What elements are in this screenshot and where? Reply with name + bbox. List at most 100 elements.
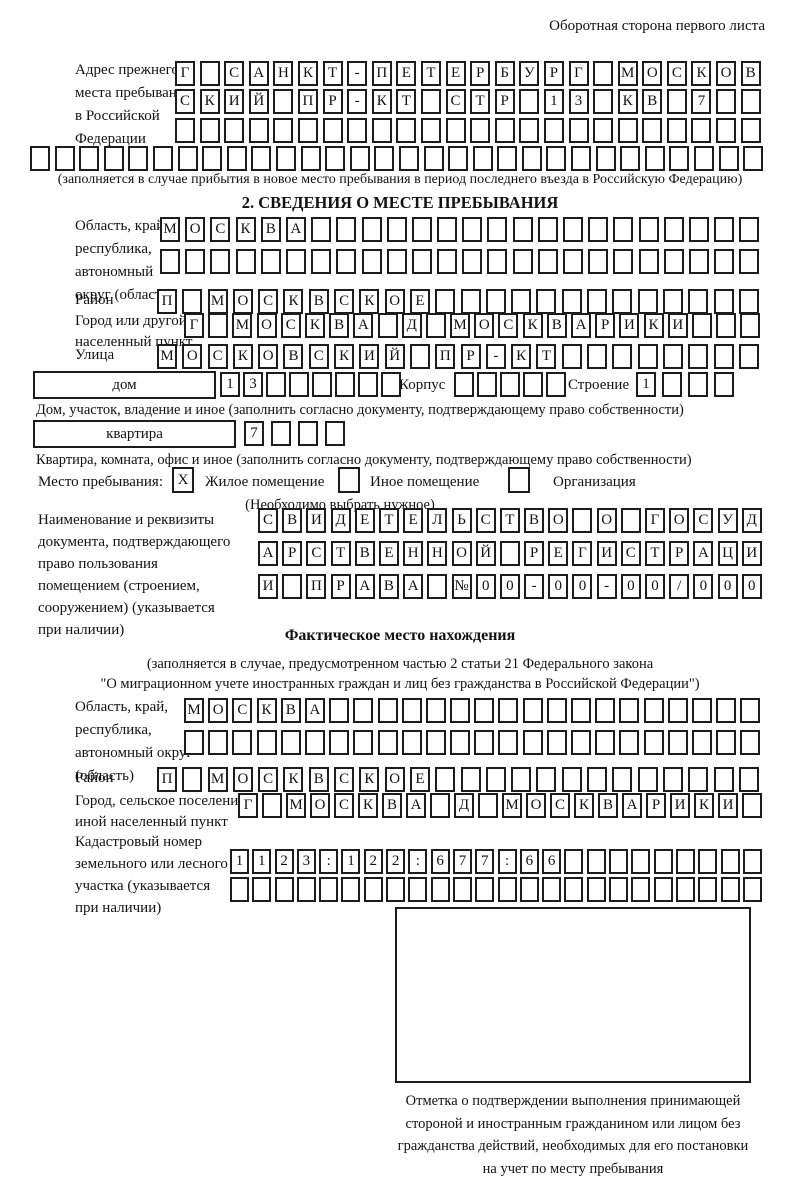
char-box[interactable] bbox=[336, 249, 357, 274]
char-box[interactable] bbox=[595, 146, 616, 171]
char-box[interactable]: С bbox=[308, 344, 329, 369]
char-box[interactable] bbox=[273, 89, 294, 114]
char-box[interactable] bbox=[713, 344, 734, 369]
char-box[interactable] bbox=[511, 289, 532, 314]
char-box[interactable] bbox=[743, 146, 764, 171]
char-box[interactable] bbox=[543, 118, 564, 143]
char-box[interactable]: В bbox=[308, 289, 329, 314]
char-box[interactable] bbox=[675, 849, 695, 874]
char-box[interactable]: Т bbox=[396, 89, 417, 114]
char-box[interactable] bbox=[312, 372, 332, 397]
char-box[interactable] bbox=[374, 146, 395, 171]
char-box[interactable] bbox=[425, 698, 446, 723]
char-box[interactable] bbox=[691, 698, 712, 723]
char-box[interactable] bbox=[271, 421, 291, 446]
char-box[interactable]: В bbox=[382, 793, 402, 818]
char-box[interactable] bbox=[716, 698, 737, 723]
char-box[interactable]: О bbox=[669, 508, 690, 533]
char-box[interactable] bbox=[637, 289, 658, 314]
char-box[interactable] bbox=[152, 146, 173, 171]
char-box[interactable] bbox=[199, 61, 220, 86]
char-box[interactable] bbox=[386, 249, 407, 274]
char-box[interactable]: Т bbox=[536, 344, 557, 369]
char-box[interactable] bbox=[718, 146, 739, 171]
char-box[interactable]: Е bbox=[409, 289, 430, 314]
char-box[interactable]: К bbox=[522, 313, 543, 338]
char-box[interactable] bbox=[537, 217, 558, 242]
char-box[interactable] bbox=[386, 877, 406, 902]
char-box[interactable]: К bbox=[359, 289, 380, 314]
char-box[interactable] bbox=[202, 146, 223, 171]
char-box[interactable]: В bbox=[524, 508, 545, 533]
char-box[interactable]: С bbox=[280, 313, 301, 338]
char-box[interactable] bbox=[587, 289, 608, 314]
char-box[interactable] bbox=[688, 767, 709, 792]
char-box[interactable]: К bbox=[283, 767, 304, 792]
char-box[interactable]: С bbox=[224, 61, 245, 86]
char-box[interactable] bbox=[522, 730, 543, 755]
char-box[interactable]: К bbox=[256, 698, 277, 723]
char-box[interactable]: К bbox=[574, 793, 594, 818]
char-box[interactable]: 7 bbox=[452, 849, 472, 874]
char-box[interactable]: Е bbox=[409, 767, 430, 792]
char-box[interactable]: 6 bbox=[519, 849, 539, 874]
char-box[interactable] bbox=[662, 289, 683, 314]
char-box[interactable] bbox=[450, 698, 471, 723]
char-box[interactable] bbox=[637, 767, 658, 792]
char-box[interactable] bbox=[619, 730, 640, 755]
char-box[interactable] bbox=[266, 372, 286, 397]
char-box[interactable] bbox=[613, 249, 634, 274]
char-box[interactable]: Н bbox=[427, 541, 448, 566]
char-box[interactable]: 7 bbox=[244, 421, 264, 446]
char-box[interactable]: П bbox=[371, 61, 392, 86]
char-box[interactable] bbox=[593, 61, 614, 86]
char-box[interactable]: А bbox=[354, 574, 375, 599]
char-box[interactable]: Р bbox=[494, 89, 515, 114]
char-box[interactable]: М bbox=[207, 289, 228, 314]
char-box[interactable] bbox=[571, 698, 591, 723]
char-box[interactable]: 0 bbox=[645, 574, 665, 599]
char-box[interactable] bbox=[319, 877, 339, 902]
char-box[interactable]: И bbox=[718, 793, 738, 818]
char-box[interactable] bbox=[638, 217, 659, 242]
char-box[interactable]: Е bbox=[354, 508, 375, 533]
char-box[interactable] bbox=[420, 89, 441, 114]
char-box[interactable] bbox=[353, 698, 374, 723]
char-box[interactable] bbox=[462, 249, 483, 274]
char-box[interactable] bbox=[691, 118, 712, 143]
char-box[interactable] bbox=[477, 372, 497, 397]
char-box[interactable] bbox=[500, 372, 520, 397]
char-box[interactable]: В bbox=[740, 61, 761, 86]
char-box[interactable]: К bbox=[235, 217, 256, 242]
char-box[interactable]: С bbox=[445, 89, 466, 114]
char-box[interactable] bbox=[631, 877, 651, 902]
char-box[interactable]: О bbox=[232, 289, 253, 314]
char-box[interactable] bbox=[716, 118, 737, 143]
char-box[interactable] bbox=[437, 217, 458, 242]
char-box[interactable]: К bbox=[511, 344, 532, 369]
char-box[interactable] bbox=[561, 289, 582, 314]
char-box[interactable] bbox=[336, 217, 357, 242]
char-box[interactable]: И bbox=[359, 344, 380, 369]
char-box[interactable] bbox=[666, 118, 687, 143]
char-box[interactable]: 7 bbox=[691, 89, 712, 114]
char-box[interactable]: Й bbox=[248, 89, 269, 114]
char-box[interactable]: А bbox=[258, 541, 278, 566]
char-box[interactable]: 2 bbox=[274, 849, 294, 874]
char-box[interactable]: И bbox=[670, 793, 690, 818]
char-box[interactable] bbox=[716, 730, 737, 755]
char-box[interactable] bbox=[720, 849, 740, 874]
char-box[interactable] bbox=[311, 217, 332, 242]
char-box[interactable] bbox=[586, 849, 606, 874]
char-box[interactable] bbox=[296, 877, 316, 902]
char-box[interactable] bbox=[427, 574, 448, 599]
char-box[interactable] bbox=[386, 217, 407, 242]
char-box[interactable] bbox=[698, 849, 718, 874]
char-box[interactable] bbox=[325, 421, 345, 446]
char-box[interactable] bbox=[409, 344, 430, 369]
char-box[interactable] bbox=[30, 146, 50, 171]
char-box[interactable] bbox=[571, 730, 591, 755]
char-box[interactable] bbox=[663, 217, 684, 242]
char-box[interactable] bbox=[688, 249, 709, 274]
char-box[interactable]: С bbox=[210, 217, 231, 242]
